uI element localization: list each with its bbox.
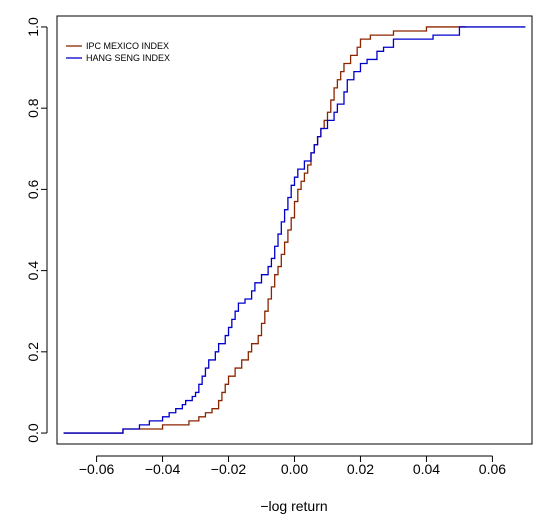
legend-label: IPC MEXICO INDEX (86, 41, 169, 51)
x-axis: −0.06 −0.04 −0.02 0.00 0.02 0.04 0.06 (79, 455, 506, 477)
x-tick-label: −0.06 (79, 461, 115, 477)
x-tick-label: 0.06 (479, 461, 506, 477)
x-tick-label: −0.04 (145, 461, 181, 477)
y-tick-label: 1.0 (25, 17, 41, 37)
x-tick-label: 0.00 (281, 461, 308, 477)
x-tick-label: 0.02 (347, 461, 374, 477)
plot-frame (56, 15, 533, 445)
y-axis: 0.0 0.2 0.4 0.6 0.8 1.0 (25, 17, 48, 443)
x-tick-label: −0.02 (211, 461, 247, 477)
y-tick-label: 0.6 (25, 179, 41, 199)
legend-label: HANG SENG INDEX (86, 53, 170, 63)
legend: IPC MEXICO INDEX HANG SENG INDEX (66, 41, 170, 63)
series-layer (63, 26, 526, 434)
y-tick-label: 0.2 (25, 342, 41, 362)
series-line-ipc-mexico (63, 26, 467, 434)
x-tick-label: 0.04 (413, 461, 440, 477)
x-axis-title: −log return (260, 498, 327, 514)
y-tick-label: 0.0 (25, 423, 41, 443)
series-line-hang-seng (63, 26, 526, 434)
y-tick-label: 0.4 (25, 261, 41, 281)
y-tick-label: 0.8 (25, 98, 41, 118)
